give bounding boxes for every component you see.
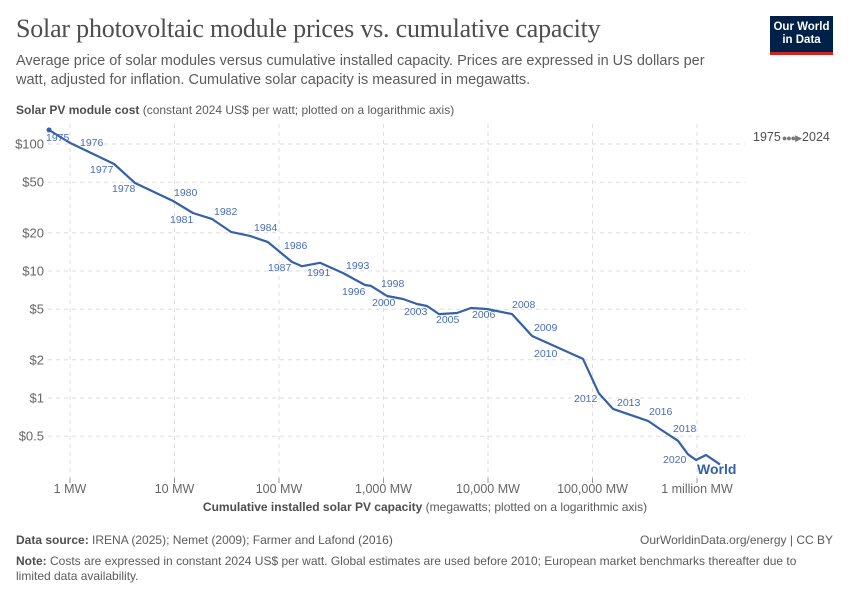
x-tick-label: 100,000 MW: [557, 482, 628, 496]
year-label: 2020: [663, 454, 687, 466]
credit-link[interactable]: OurWorldinData.org/energy | CC BY: [640, 533, 833, 547]
chart-subtitle: Average price of solar modules versus cu…: [16, 53, 705, 88]
year-label: 1978: [112, 183, 136, 195]
x-axis-label-bold: Cumulative installed solar PV capacity: [202, 500, 423, 514]
timeline-end: 2024: [802, 130, 830, 144]
year-label: 1998: [381, 278, 405, 290]
note-text: Costs are expressed in constant 2024 US$…: [16, 554, 797, 583]
year-label: 1984: [254, 222, 278, 234]
chart-title: Solar photovoltaic module prices vs. cum…: [16, 14, 601, 43]
x-tick-label: 10,000 MW: [456, 482, 520, 496]
year-label: 2006: [472, 309, 496, 321]
data-source-label: Data source:: [16, 533, 89, 547]
y-tick-label: $10: [22, 264, 44, 279]
timeline-range[interactable]: 1975●●●▶2024: [753, 130, 830, 144]
y-axis-label-bold: Solar PV module cost: [16, 103, 140, 117]
year-label: 2010: [534, 348, 558, 360]
y-tick-label: $50: [22, 175, 44, 190]
year-label: 2005: [436, 314, 460, 326]
logo-line-2: in Data: [782, 34, 821, 46]
chart-note: Note: Costs are expressed in constant 20…: [16, 554, 816, 584]
year-label: 1981: [170, 214, 194, 226]
year-label: 2018: [673, 423, 697, 435]
year-label: 1996: [342, 286, 366, 298]
x-axis-label-rest: (megawatts; plotted on a logarithmic axi…: [422, 500, 648, 514]
x-tick-label: 1,000 MW: [355, 482, 412, 496]
year-label: 2016: [649, 406, 673, 418]
note-label: Note:: [16, 554, 47, 568]
y-axis-label-rest: (constant 2024 US$ per watt; plotted on …: [139, 103, 455, 117]
year-label: 1976: [80, 137, 104, 149]
y-tick-label: $20: [22, 225, 44, 240]
year-label: 1975: [46, 132, 70, 144]
year-label: 2008: [512, 299, 536, 311]
owid-logo[interactable]: Our World in Data: [770, 16, 833, 55]
year-label: 1987: [268, 262, 292, 274]
x-axis-label: Cumulative installed solar PV capacity (…: [0, 500, 850, 514]
y-tick-label: $5: [30, 302, 44, 317]
year-label: 2000: [372, 297, 396, 309]
logo-line-1: Our World: [773, 21, 830, 33]
year-label: 1986: [284, 240, 308, 252]
series-line-world: [48, 129, 721, 466]
series-start-marker: [46, 127, 52, 133]
year-label: 2013: [617, 397, 641, 409]
year-label: 1993: [346, 260, 370, 272]
year-label: 1991: [307, 267, 331, 279]
y-tick-label: $0.5: [19, 429, 44, 444]
data-source: Data source: IRENA (2025); Nemet (2009);…: [16, 533, 393, 547]
year-label: 1980: [174, 187, 198, 199]
y-tick-label: $2: [30, 352, 44, 367]
y-tick-label: $100: [15, 137, 44, 152]
y-axis-label: Solar PV module cost (constant 2024 US$ …: [16, 103, 454, 117]
y-tick-label: $1: [30, 391, 44, 406]
x-tick-label: 1 million MW: [661, 482, 733, 496]
year-label: 2009: [534, 322, 558, 334]
year-label: 2012: [574, 393, 598, 405]
year-label: 1977: [90, 164, 114, 176]
series-label-world: World: [697, 461, 736, 477]
data-source-text: IRENA (2025); Nemet (2009); Farmer and L…: [88, 533, 393, 547]
year-label: 1982: [214, 206, 238, 218]
x-tick-label: 1 MW: [54, 482, 87, 496]
year-label: 2003: [404, 306, 428, 318]
x-tick-label: 10 MW: [155, 482, 195, 496]
x-tick-label: 100 MW: [256, 482, 303, 496]
timeline-start: 1975: [753, 130, 781, 144]
timeline-arrow-icon: ●●●▶: [781, 133, 802, 143]
